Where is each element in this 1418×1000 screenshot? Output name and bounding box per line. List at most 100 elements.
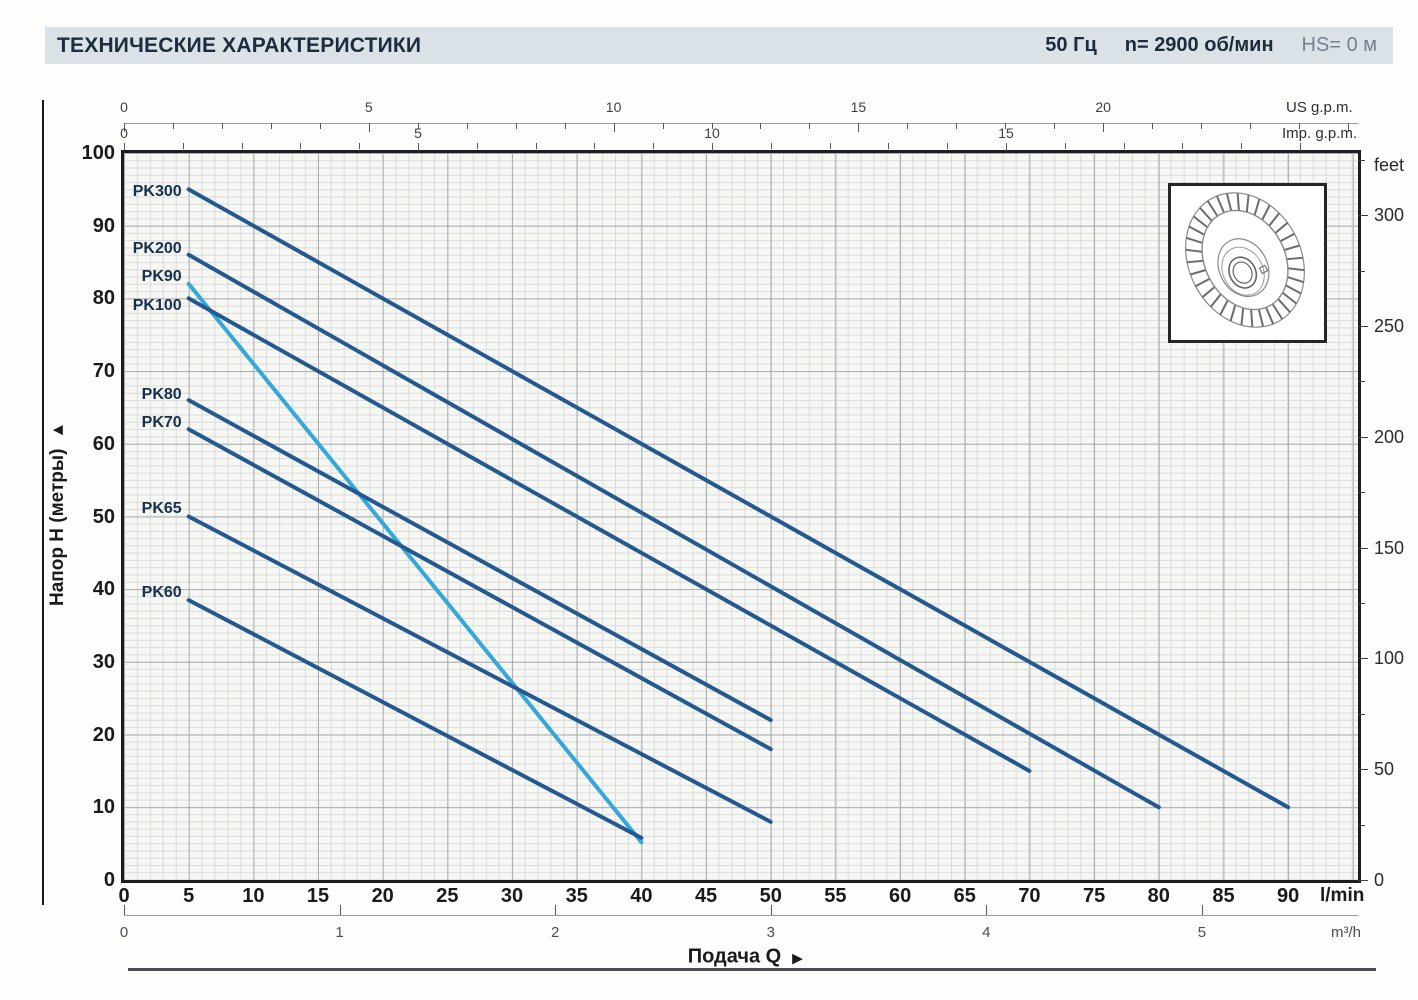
us-gpm-tick-label: 10 [605, 99, 622, 115]
feet-tick [1358, 824, 1365, 826]
feet-tick [1358, 215, 1368, 217]
us-gpm-tick [124, 123, 125, 132]
y-tick-label: 40 [92, 578, 115, 601]
y-tick-label: 0 [103, 869, 115, 891]
y-tick-label: 20 [92, 723, 115, 746]
x-tick-label: 85 [1212, 885, 1235, 907]
us-gpm-tick [1347, 123, 1349, 132]
impeller-image [1168, 183, 1327, 343]
us-gpm-tick [1005, 123, 1007, 129]
impeller-blade [1285, 284, 1302, 295]
imp-gpm-tick-label: 15 [998, 125, 1014, 141]
us-gpm-tick-label: 15 [850, 99, 867, 115]
x-tick-label: 90 [1277, 885, 1300, 907]
feet-tick [1358, 658, 1368, 660]
impeller-blade [1268, 212, 1281, 227]
imp-gpm-tick [594, 143, 596, 149]
curve-pk200 [186, 252, 1161, 810]
impeller-part [1217, 238, 1270, 298]
feet-tick [1358, 159, 1365, 161]
x-tick-label: 30 [500, 885, 524, 907]
us-gpm-tick-label: 20 [1095, 99, 1111, 115]
x-tick-label: 70 [1018, 885, 1041, 907]
impeller-blade [1201, 286, 1216, 298]
m3h-ruler [124, 915, 1358, 916]
x-tick-label: 10 [242, 885, 265, 907]
feet-tick [1358, 880, 1368, 881]
speed-value: n= 2900 об/мин [1124, 34, 1274, 56]
curve-pk60 [186, 598, 644, 840]
curve-label-pk80: PK80 [141, 386, 182, 404]
feet-tick [1358, 326, 1368, 328]
imp-gpm-tick [1123, 143, 1125, 149]
imp-gpm-tick [418, 143, 419, 151]
impeller-blade [1277, 298, 1291, 313]
impeller-blade [1225, 193, 1233, 211]
m3h-tick [339, 905, 341, 915]
us-gpm-tick [319, 123, 321, 129]
pump-curves-svg [186, 187, 1291, 845]
curve-label-pk300: PK300 [132, 183, 182, 201]
us-gpm-tick [270, 123, 272, 129]
feet-tick-label: 300 [1374, 205, 1405, 226]
feet-tick-label: 50 [1374, 759, 1395, 780]
impeller-blade [1245, 194, 1250, 213]
impeller-drawing-icon [1185, 192, 1305, 328]
x-tick-label: 35 [565, 885, 588, 907]
x-tick-label: 40 [630, 885, 653, 907]
impeller-blade [1190, 269, 1207, 276]
us-gpm-tick [711, 123, 713, 129]
impeller-blade [1265, 307, 1275, 325]
feet-tick-label: 200 [1374, 426, 1405, 447]
imp-gpm-tick-label: 5 [414, 125, 422, 141]
m3h-tick-label: 0 [119, 924, 129, 941]
us-gpm-tick [1201, 123, 1203, 129]
us-gpm-tick [907, 123, 909, 129]
y-tick-label: 100 [81, 142, 115, 164]
y-axis-line [42, 100, 44, 905]
impeller-blade [1236, 192, 1240, 211]
y-tick-label: 70 [92, 360, 115, 383]
y-tick-label: 50 [92, 505, 115, 528]
feet-tick-label: 150 [1374, 537, 1405, 558]
m3h-tick-label: 1 [335, 924, 344, 941]
x-tick-label: 60 [888, 885, 912, 907]
feet-tick [1358, 547, 1368, 549]
bottom-rule [128, 968, 1376, 971]
imp-gpm-tick [359, 143, 361, 149]
impeller-blade [1209, 293, 1222, 308]
imp-gpm-tick [182, 143, 184, 149]
x-tick-label: 65 [953, 885, 976, 907]
impeller-blade [1279, 232, 1295, 243]
m3h-tick-label: 2 [551, 924, 560, 941]
right-arrow-icon: ▶ [792, 950, 803, 966]
feet-tick [1358, 603, 1365, 604]
us-gpm-ruler [124, 123, 1358, 124]
imp-gpm-tick [241, 143, 243, 149]
imp-gpm-unit: Imp. g.p.m. [1282, 125, 1358, 142]
m3h-tick [770, 905, 772, 915]
us-gpm-tick [1152, 123, 1154, 129]
x-tick-label: 0 [118, 885, 130, 907]
impeller-blade [1192, 215, 1209, 229]
x-tick-label: 80 [1147, 885, 1170, 907]
page-title: ТЕХНИЧЕСКИЕ ХАРАКТЕРИСТИКИ [57, 33, 422, 57]
impeller-blade [1257, 309, 1265, 327]
us-gpm-tick [1299, 123, 1301, 129]
y-tick-label: 90 [92, 214, 115, 237]
imp-gpm-tick [1241, 143, 1243, 149]
us-gpm-tick [613, 123, 615, 132]
impeller-blade [1229, 304, 1237, 322]
us-gpm-tick-label: 5 [364, 99, 373, 115]
header-specs: 50 Гц n= 2900 об/мин HS= 0 м [1045, 34, 1377, 57]
impeller-blade [1274, 222, 1289, 234]
x-tick-label: 50 [759, 885, 782, 907]
us-gpm-tick [417, 123, 419, 129]
x-tick-label: 5 [183, 885, 195, 907]
impeller-blade [1283, 244, 1300, 251]
impeller-blade [1281, 291, 1298, 305]
us-gpm-tick [1250, 123, 1252, 129]
feet-tick [1358, 270, 1365, 272]
x-axis-title: Подача Q ▶ [687, 945, 803, 968]
